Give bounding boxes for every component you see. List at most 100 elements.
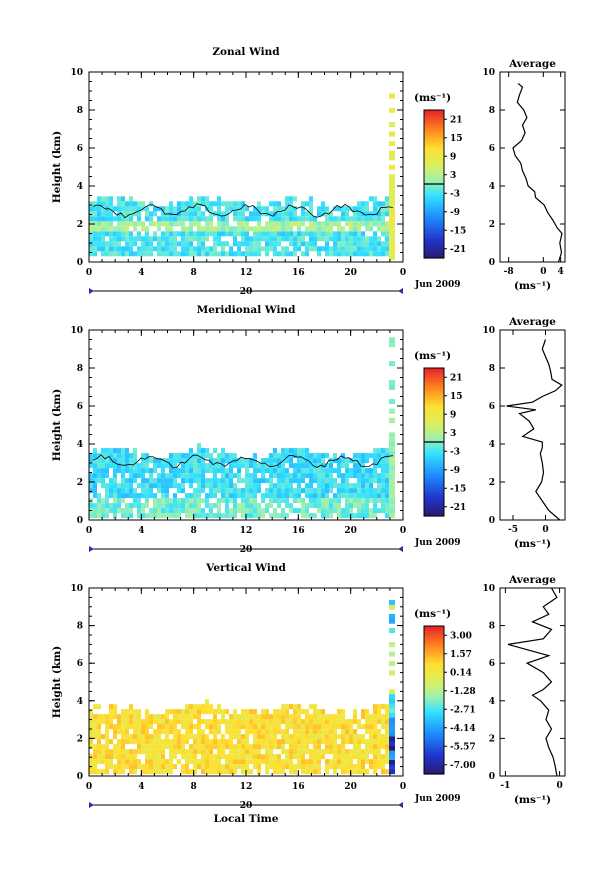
heatmap-cell [205, 468, 209, 474]
heatmap-cell [121, 749, 125, 755]
heatmap-cell [269, 241, 273, 247]
heatmap-cell [241, 709, 245, 715]
heatmap-cell [381, 769, 385, 775]
heatmap-cell [121, 196, 125, 202]
heatmap-cell [321, 508, 325, 514]
heatmap-cell [209, 749, 213, 755]
heatmap-cell [241, 211, 245, 217]
heatmap-cell [173, 729, 177, 735]
heatmap-cell [357, 754, 361, 760]
heatmap-cell [297, 498, 301, 504]
heatmap-cell [293, 448, 297, 454]
heatmap-cell [177, 503, 181, 509]
heatmap-cell [89, 236, 93, 242]
heatmap-cell [213, 759, 217, 765]
heatmap-cell [389, 255, 395, 261]
heatmap-cell [353, 709, 357, 715]
heatmap-cell [129, 488, 133, 494]
y-axis-label: Height (km) [51, 646, 63, 718]
heatmap-cell [105, 498, 109, 504]
x-tick-label: 20 [344, 268, 357, 278]
heatmap-cell [333, 749, 337, 755]
heatmap-cell [389, 604, 395, 610]
heatmap-cell [229, 231, 233, 237]
heatmap-cell [373, 729, 377, 735]
heatmap-cell [257, 236, 261, 242]
heatmap-cell [349, 483, 353, 489]
heatmap-cell [265, 206, 269, 212]
heatmap-cell [181, 749, 185, 755]
heatmap-cell [389, 131, 395, 137]
heatmap-cell [301, 724, 305, 730]
heatmap-cell [269, 221, 273, 227]
heatmap-cell [289, 734, 293, 740]
heatmap-cell [197, 744, 201, 750]
heatmap-cell [277, 769, 281, 775]
heatmap-cell [185, 754, 189, 760]
heatmap-cell [133, 488, 137, 494]
heatmap-cell [197, 704, 201, 710]
heatmap-cell [281, 729, 285, 735]
heatmap-cell [229, 483, 233, 489]
heatmap-cell [329, 729, 333, 735]
heatmap-cell [285, 453, 289, 459]
colorbar-tick-label: -9 [450, 466, 460, 476]
heatmap-cell [281, 493, 285, 499]
heatmap-cell [101, 211, 105, 217]
heatmap-cell [273, 508, 277, 514]
heatmap-cell [129, 719, 133, 725]
heatmap-cell [365, 719, 369, 725]
heatmap-cell [173, 221, 177, 227]
heatmap-cell [265, 749, 269, 755]
heatmap-cell [245, 231, 249, 237]
heatmap-cell [113, 714, 117, 720]
heatmap-cell [337, 503, 341, 509]
heatmap-cell [373, 236, 377, 242]
heatmap-cell [373, 458, 377, 464]
heatmap-cell [253, 226, 257, 232]
heatmap-cell [201, 473, 205, 479]
heatmap-cell [101, 251, 105, 257]
heatmap-cell [389, 503, 395, 509]
heatmap-cell [105, 246, 109, 252]
heatmap-cell [149, 478, 153, 484]
heatmap-cell [261, 508, 265, 514]
heatmap-cell [205, 231, 209, 237]
heatmap-cell [217, 216, 221, 222]
heatmap-cell [377, 483, 381, 489]
x-tick-label: 12 [240, 782, 253, 792]
y-tick-label: 6 [77, 144, 83, 154]
heatmap-cell [237, 764, 241, 770]
heatmap-cell [121, 508, 125, 514]
heatmap-cell [121, 493, 125, 499]
heatmap-cell [337, 251, 341, 257]
heatmap-cell [341, 714, 345, 720]
heatmap-cell [265, 724, 269, 730]
heatmap-cell [361, 468, 365, 474]
heatmap-cell [113, 453, 117, 459]
heatmap-cell [321, 221, 325, 227]
heatmap-cell [229, 734, 233, 740]
heatmap-cell [97, 463, 101, 469]
heatmap-cell [133, 724, 137, 730]
heatmap-cell [281, 719, 285, 725]
y-tick-label: 4 [77, 440, 83, 450]
heatmap-cell [261, 513, 265, 519]
heatmap-cell [389, 337, 395, 343]
heatmap-cell [309, 488, 313, 494]
heatmap-cell [369, 196, 373, 202]
heatmap-cell [281, 749, 285, 755]
heatmap-cell [289, 206, 293, 212]
heatmap-cell [189, 483, 193, 489]
heatmap-cell [165, 231, 169, 237]
heatmap-cell [289, 493, 293, 499]
heatmap-cell [365, 714, 369, 720]
heatmap-cell [221, 246, 225, 252]
heatmap-cell [201, 739, 205, 745]
heatmap-cell [305, 448, 309, 454]
heatmap-cell [157, 478, 161, 484]
heatmap-cell [121, 764, 125, 770]
heatmap-cell [357, 458, 361, 464]
